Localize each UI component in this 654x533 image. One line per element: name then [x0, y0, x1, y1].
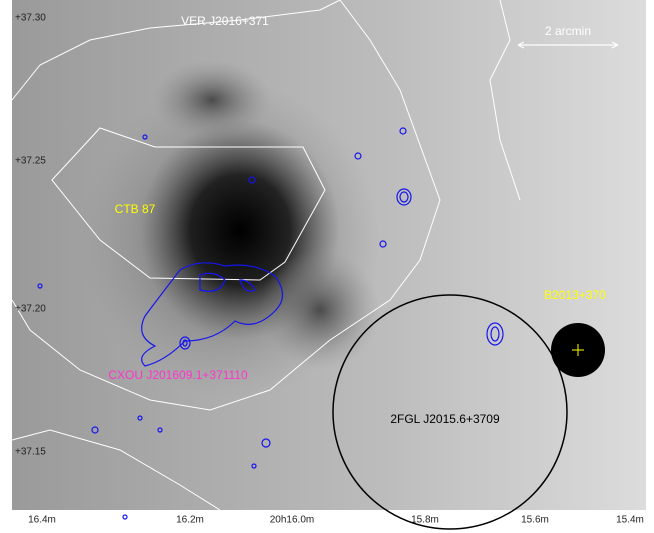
x-tick-label: 15.4m — [616, 515, 644, 526]
tev-label: VER J2016+371 — [181, 14, 269, 28]
radio-marker — [572, 344, 584, 356]
xray-contours — [37, 127, 504, 520]
emission-north — [152, 60, 272, 140]
x-tick-label: 16.4m — [28, 515, 56, 526]
x-tick-label: 16.2m — [176, 515, 204, 526]
xray-label: CXOU J201609.1+371110 — [108, 368, 248, 382]
y-tick-label: +37.20 — [15, 304, 46, 315]
fermi-label: 2FGL J2015.6+3709 — [390, 412, 500, 426]
x-tick-label: 15.8m — [411, 515, 439, 526]
radio-label: B2013+370 — [544, 288, 606, 302]
x-tick-label: 20h16.0m — [270, 515, 314, 526]
x-tick-label: 15.6m — [521, 515, 549, 526]
y-tick-label: +37.30 — [15, 13, 46, 24]
snr-label: CTB 87 — [115, 202, 156, 216]
scale-label: 2 arcmin — [545, 24, 591, 38]
fermi-error-circle — [332, 294, 568, 530]
y-tick-label: +37.15 — [15, 447, 46, 458]
y-tick-label: +37.25 — [15, 156, 46, 167]
tev-contours — [11, 0, 521, 511]
emission-lobe — [260, 250, 380, 370]
scale-bar — [517, 41, 619, 49]
